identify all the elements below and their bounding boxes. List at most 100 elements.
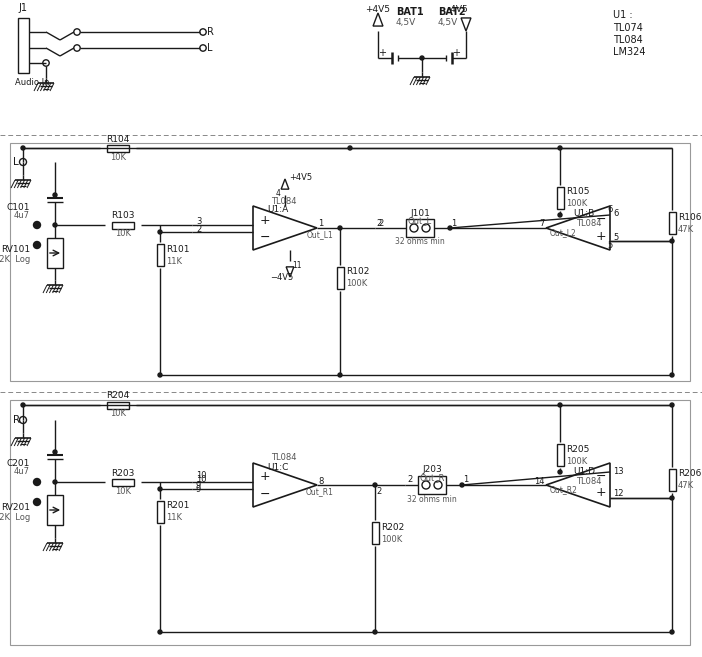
Circle shape [670, 239, 674, 243]
Circle shape [558, 146, 562, 150]
Text: +: + [596, 229, 607, 242]
Text: -4V5: -4V5 [448, 5, 468, 14]
Text: BAT2: BAT2 [438, 7, 465, 17]
Circle shape [558, 470, 562, 474]
Bar [669, 469, 676, 491]
Text: 4u7: 4u7 [14, 210, 30, 219]
Text: TL084: TL084 [576, 219, 602, 229]
Text: 4: 4 [275, 189, 280, 198]
Circle shape [420, 56, 424, 60]
Text: R204: R204 [107, 392, 130, 401]
Text: 6: 6 [613, 210, 618, 219]
Text: TL084: TL084 [271, 196, 296, 206]
Text: J101: J101 [410, 208, 430, 217]
Circle shape [53, 193, 57, 197]
Circle shape [158, 230, 162, 234]
Text: RV101: RV101 [1, 246, 30, 254]
Bar [47, 238, 63, 268]
Text: U1 :: U1 : [613, 10, 633, 20]
Bar [10, 400, 690, 645]
Text: 100K: 100K [346, 279, 367, 288]
Text: 3: 3 [196, 217, 201, 227]
Circle shape [670, 630, 674, 634]
Text: R106: R106 [678, 212, 701, 221]
Text: −: − [260, 487, 270, 501]
Circle shape [373, 483, 377, 487]
Circle shape [34, 221, 41, 229]
Text: 47K: 47K [678, 482, 694, 491]
Circle shape [158, 630, 162, 634]
Text: C101: C101 [6, 202, 30, 212]
Text: RV201: RV201 [1, 503, 30, 512]
Text: U1:B: U1:B [573, 210, 595, 219]
Text: Audio In: Audio In [15, 78, 50, 87]
Text: R203: R203 [112, 468, 135, 478]
Bar [418, 476, 446, 494]
Text: 100K: 100K [566, 200, 588, 208]
Text: 32 ohms min: 32 ohms min [395, 237, 445, 246]
Circle shape [34, 499, 41, 505]
Text: −: − [260, 231, 270, 244]
Text: 100K: 100K [381, 535, 402, 543]
Text: 2: 2 [196, 225, 201, 233]
Text: R206: R206 [678, 470, 701, 478]
Text: TL084: TL084 [271, 453, 296, 463]
Bar [557, 444, 564, 466]
Circle shape [53, 223, 57, 227]
Text: R201: R201 [166, 501, 190, 510]
Text: 13: 13 [613, 466, 623, 476]
Circle shape [670, 403, 674, 407]
Text: 11: 11 [292, 260, 301, 269]
Text: 10: 10 [196, 470, 206, 480]
Text: 1: 1 [463, 476, 468, 484]
Text: Out_R1: Out_R1 [306, 487, 334, 497]
Text: 10K: 10K [115, 229, 131, 238]
Circle shape [373, 630, 377, 634]
Bar [372, 522, 379, 544]
Text: 10K: 10K [115, 486, 131, 495]
Circle shape [348, 146, 352, 150]
Text: 11K: 11K [166, 514, 182, 522]
Circle shape [338, 373, 342, 377]
Text: 10K: 10K [110, 152, 126, 162]
Text: −: − [596, 212, 607, 225]
Circle shape [34, 478, 41, 486]
Text: Out_R: Out_R [419, 474, 444, 482]
Bar [10, 143, 690, 381]
Text: 14: 14 [534, 476, 545, 486]
Text: +4V5: +4V5 [366, 5, 390, 14]
Text: U1:D: U1:D [573, 466, 595, 476]
Text: Out_L: Out_L [408, 217, 432, 225]
Text: 2: 2 [378, 219, 383, 227]
Circle shape [53, 480, 57, 484]
Circle shape [670, 496, 674, 500]
Text: R105: R105 [566, 187, 590, 196]
Text: C201: C201 [6, 459, 30, 468]
Bar [107, 402, 129, 409]
Text: R: R [13, 415, 20, 425]
Text: 2: 2 [376, 219, 381, 229]
Text: −: − [596, 470, 607, 482]
Bar [157, 501, 164, 523]
Text: +4V5: +4V5 [289, 173, 312, 183]
Text: 100K: 100K [566, 457, 588, 466]
Circle shape [338, 226, 342, 230]
Text: +: + [452, 48, 460, 58]
Text: Out_L1: Out_L1 [307, 231, 333, 240]
Text: BAT1: BAT1 [396, 7, 423, 17]
Text: TL084: TL084 [576, 476, 602, 486]
Text: Out_R2: Out_R2 [550, 486, 578, 495]
Text: 2: 2 [407, 476, 412, 484]
Text: 6: 6 [607, 206, 613, 214]
Text: 1: 1 [318, 219, 323, 227]
Text: 4,5V: 4,5V [396, 18, 416, 28]
Bar [669, 212, 676, 234]
Text: L: L [13, 157, 19, 167]
Text: R103: R103 [111, 212, 135, 221]
Circle shape [558, 213, 562, 217]
Text: 5: 5 [607, 242, 613, 250]
Text: R102: R102 [346, 267, 369, 277]
Text: R202: R202 [381, 522, 404, 532]
Circle shape [21, 403, 25, 407]
Text: 32 ohms min: 32 ohms min [407, 495, 457, 503]
